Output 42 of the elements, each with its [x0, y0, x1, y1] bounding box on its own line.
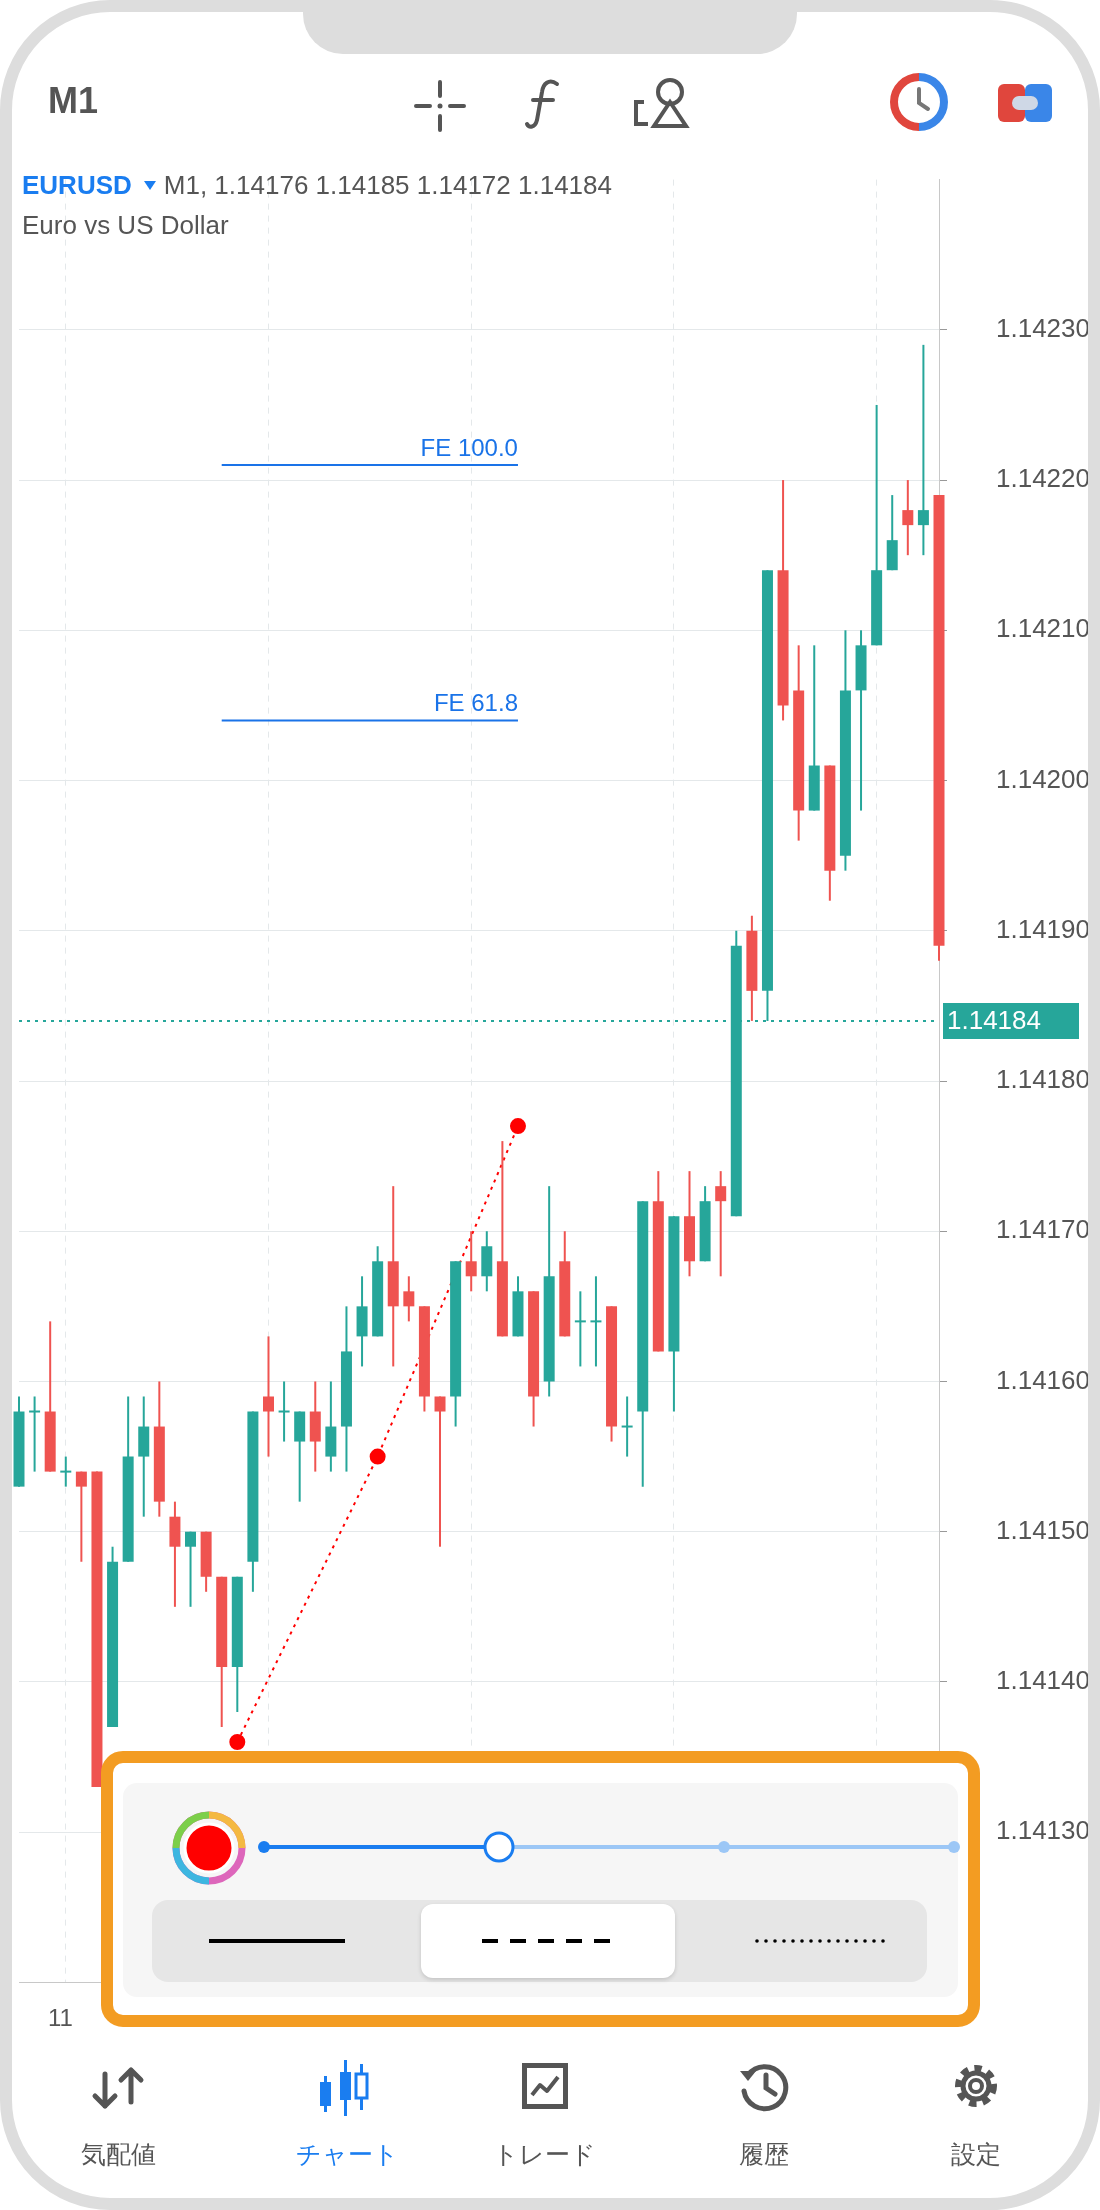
candlestick	[29, 1395, 41, 1473]
text: 11	[48, 2004, 73, 2032]
y-tick-label: 1.14160	[996, 1364, 1090, 1395]
y-tick-label: 1.14200	[996, 763, 1090, 794]
candlestick	[574, 1290, 586, 1368]
point	[509, 1118, 526, 1135]
candlestick	[917, 343, 929, 557]
chart-subtitle: M1, 1.14176 1.14185 1.14172 1.14184	[163, 170, 612, 200]
y-tick-label: 1.14170	[996, 1214, 1090, 1245]
candlestick	[465, 1230, 477, 1293]
candlestick	[75, 1470, 87, 1563]
candlestick	[621, 1395, 633, 1458]
y-tick-label: 1.14190	[996, 913, 1090, 944]
candlestick	[278, 1380, 290, 1443]
y-tick-label: 1.14140	[996, 1665, 1090, 1696]
candlestick	[403, 1275, 415, 1323]
candlestick	[434, 1395, 446, 1548]
y-tick-label: 1.14130	[996, 1815, 1090, 1846]
candlestick	[60, 1455, 72, 1488]
chart-title: EURUSD	[22, 170, 132, 200]
series-label: FE 61.8	[433, 689, 518, 717]
y-tick-label: 1.14230	[996, 313, 1090, 344]
annotation: Euro vs US Dollar	[22, 210, 229, 241]
text: 履歴	[739, 2139, 789, 2170]
series-label: FE 100.0	[420, 433, 518, 461]
text: M1	[48, 80, 99, 122]
y-tick-label: 1.14150	[996, 1514, 1090, 1545]
text: 気配値	[80, 2139, 156, 2170]
text: トレード	[492, 2139, 596, 2170]
text: 設定	[951, 2139, 1001, 2170]
point	[229, 1734, 246, 1751]
y-tick-label: 1.14180	[996, 1064, 1090, 1095]
candlestick	[715, 1170, 727, 1278]
point	[369, 1448, 386, 1465]
y-tick-label: 1.14220	[996, 463, 1090, 494]
candlestick	[902, 479, 914, 557]
candlestick	[185, 1530, 197, 1608]
candlestick	[590, 1275, 602, 1368]
text: チャート	[295, 2139, 399, 2170]
ref-line-label: 1.14184	[947, 1005, 1041, 1036]
candlestick	[262, 1335, 274, 1458]
y-tick-label: 1.14210	[996, 613, 1090, 644]
